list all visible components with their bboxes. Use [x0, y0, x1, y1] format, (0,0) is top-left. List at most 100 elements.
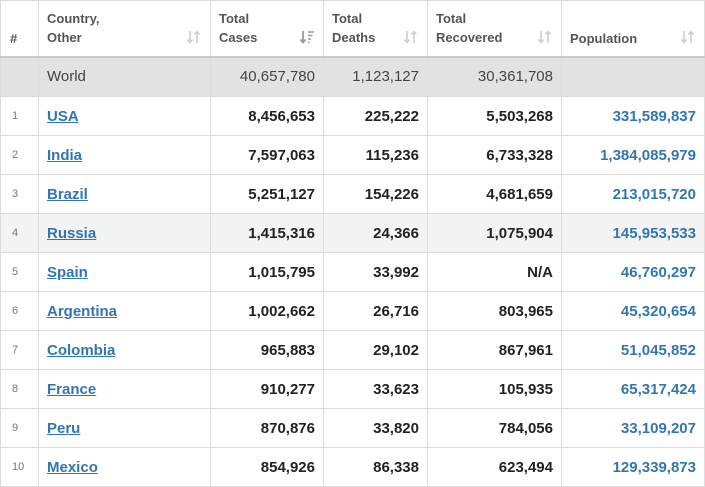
- header-row: # Country, Other Total Cases: [0, 0, 705, 58]
- country-cell: France: [38, 369, 211, 409]
- total-deaths-cell: 86,338: [323, 447, 428, 487]
- total-cases-cell: 910,277: [210, 369, 324, 409]
- rank-cell: 10: [0, 447, 39, 487]
- total-cases-cell: 1,015,795: [210, 252, 324, 292]
- table-row: 9 Peru 870,876 33,820 784,056 33,109,207: [0, 408, 705, 448]
- total-deaths-cell: 154,226: [323, 174, 428, 214]
- sort-arrows-icon[interactable]: [537, 29, 553, 45]
- rank-cell: 2: [0, 135, 39, 175]
- table-row: 10 Mexico 854,926 86,338 623,494 129,339,873: [0, 447, 705, 487]
- total-cases-cell: 5,251,127: [210, 174, 324, 214]
- population-cell: 145,953,533: [561, 213, 705, 253]
- country-cell: Argentina: [38, 291, 211, 331]
- total-deaths-cell: 33,820: [323, 408, 428, 448]
- header-deaths-line1: Total: [332, 11, 363, 26]
- total-cases-cell: 8,456,653: [210, 96, 324, 136]
- header-country[interactable]: Country, Other: [38, 0, 211, 58]
- country-cell: Brazil: [38, 174, 211, 214]
- header-recovered-line1: Total: [436, 11, 467, 26]
- total-recovered-cell: 4,681,659: [427, 174, 562, 214]
- country-cell: Peru: [38, 408, 211, 448]
- country-link[interactable]: Russia: [47, 224, 97, 242]
- total-deaths-cell: 225,222: [323, 96, 428, 136]
- header-total-deaths[interactable]: Total Deaths: [323, 0, 428, 58]
- sort-descending-icon[interactable]: [299, 29, 315, 45]
- header-total-recovered-label: Total Recovered: [436, 9, 502, 47]
- world-rank-cell: [0, 56, 39, 97]
- world-total-deaths: 1,123,127: [323, 56, 428, 97]
- header-country-line1: Country,: [47, 11, 100, 26]
- world-name-cell: World: [38, 56, 211, 97]
- world-population: [561, 56, 705, 97]
- population-cell: 51,045,852: [561, 330, 705, 370]
- rank-cell: 6: [0, 291, 39, 331]
- country-cell: Russia: [38, 213, 211, 253]
- table-row: 6 Argentina 1,002,662 26,716 803,965 45,320,6…: [0, 291, 705, 331]
- country-link[interactable]: Spain: [47, 263, 88, 281]
- world-total-row: World 40,657,780 1,123,127 30,361,708: [0, 56, 705, 97]
- header-cases-line1: Total: [219, 11, 250, 26]
- country-link[interactable]: Peru: [47, 419, 81, 437]
- total-recovered-cell: 105,935: [427, 369, 562, 409]
- total-recovered-cell: 784,056: [427, 408, 562, 448]
- country-cell: Spain: [38, 252, 211, 292]
- world-total-recovered: 30,361,708: [427, 56, 562, 97]
- sort-arrows-icon[interactable]: [186, 29, 202, 45]
- total-deaths-cell: 115,236: [323, 135, 428, 175]
- total-deaths-cell: 33,992: [323, 252, 428, 292]
- total-cases-cell: 965,883: [210, 330, 324, 370]
- total-recovered-cell: 6,733,328: [427, 135, 562, 175]
- country-link[interactable]: Colombia: [47, 341, 116, 359]
- header-total-cases[interactable]: Total Cases: [210, 0, 324, 58]
- country-cell: USA: [38, 96, 211, 136]
- rank-cell: 7: [0, 330, 39, 370]
- population-cell: 129,339,873: [561, 447, 705, 487]
- total-recovered-cell: N/A: [427, 252, 562, 292]
- country-link[interactable]: Brazil: [47, 185, 88, 203]
- country-link[interactable]: France: [47, 380, 97, 398]
- header-country-line2: Other: [47, 30, 82, 45]
- world-total-cases: 40,657,780: [210, 56, 324, 97]
- header-total-recovered[interactable]: Total Recovered: [427, 0, 562, 58]
- table-row: 2 India 7,597,063 115,236 6,733,328 1,384,085…: [0, 135, 705, 175]
- country-link[interactable]: USA: [47, 107, 79, 125]
- header-total-cases-label: Total Cases: [219, 9, 257, 47]
- country-cell: India: [38, 135, 211, 175]
- header-recovered-line2: Recovered: [436, 30, 503, 45]
- total-deaths-cell: 26,716: [323, 291, 428, 331]
- rank-cell: 3: [0, 174, 39, 214]
- population-cell: 213,015,720: [561, 174, 705, 214]
- total-recovered-cell: 867,961: [427, 330, 562, 370]
- country-link[interactable]: India: [47, 146, 83, 164]
- total-recovered-cell: 803,965: [427, 291, 562, 331]
- total-deaths-cell: 24,366: [323, 213, 428, 253]
- header-total-deaths-label: Total Deaths: [332, 9, 375, 47]
- population-cell: 1,384,085,979: [561, 135, 705, 175]
- total-recovered-cell: 1,075,904: [427, 213, 562, 253]
- total-cases-cell: 870,876: [210, 408, 324, 448]
- sort-arrows-icon[interactable]: [403, 29, 419, 45]
- header-cases-line2: Cases: [219, 30, 258, 45]
- total-deaths-cell: 33,623: [323, 369, 428, 409]
- header-rank-label: #: [10, 31, 18, 46]
- total-cases-cell: 1,415,316: [210, 213, 324, 253]
- population-cell: 331,589,837: [561, 96, 705, 136]
- population-cell: 46,760,297: [561, 252, 705, 292]
- total-recovered-cell: 623,494: [427, 447, 562, 487]
- header-country-label: Country, Other: [47, 9, 99, 47]
- sort-arrows-icon[interactable]: [680, 29, 696, 45]
- table-row: 1 USA 8,456,653 225,222 5,503,268 331,589,837: [0, 96, 705, 136]
- population-cell: 33,109,207: [561, 408, 705, 448]
- population-cell: 45,320,654: [561, 291, 705, 331]
- country-link[interactable]: Mexico: [47, 458, 98, 476]
- country-cell: Mexico: [38, 447, 211, 487]
- table-row: 5 Spain 1,015,795 33,992 N/A 46,760,297: [0, 252, 705, 292]
- country-link[interactable]: Argentina: [47, 302, 118, 320]
- total-recovered-cell: 5,503,268: [427, 96, 562, 136]
- total-cases-cell: 1,002,662: [210, 291, 324, 331]
- header-population[interactable]: Population: [561, 0, 705, 58]
- population-cell: 65,317,424: [561, 369, 705, 409]
- rank-cell: 9: [0, 408, 39, 448]
- rank-cell: 5: [0, 252, 39, 292]
